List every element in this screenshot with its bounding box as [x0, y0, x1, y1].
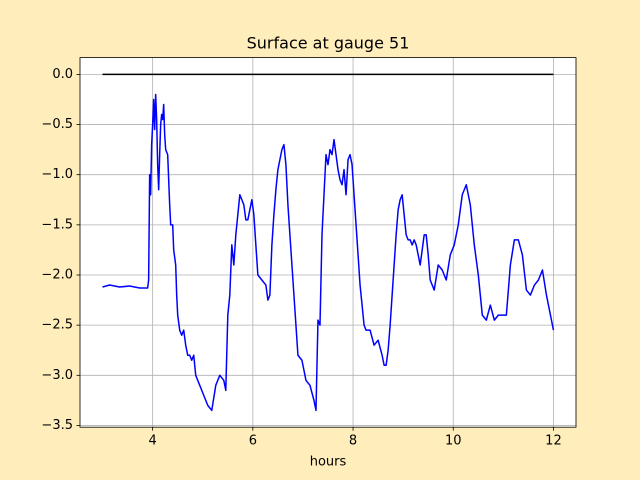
x-tick-label: 10 — [445, 434, 462, 449]
y-tick-label: 0.0 — [52, 67, 73, 82]
axes-frame — [79, 57, 577, 428]
x-tick-label: 4 — [149, 434, 157, 449]
lines — [102, 73, 555, 412]
chart-title: Surface at gauge 51 — [247, 34, 410, 53]
x-tick-label: 6 — [249, 434, 257, 449]
y-tick-label: −3.0 — [41, 368, 73, 383]
series-line — [102, 93, 555, 412]
y-tick-label: −1.0 — [41, 167, 73, 182]
x-tick-label: 12 — [545, 434, 562, 449]
y-tick-label: −2.0 — [41, 267, 73, 282]
y-tick-label: −3.5 — [41, 418, 73, 433]
x-axis-label: hours — [310, 455, 347, 470]
y-tick-label: −1.5 — [41, 217, 73, 232]
y-tick-label: −2.5 — [41, 318, 73, 333]
y-tick-label: −0.5 — [41, 117, 73, 132]
x-tick-label: 8 — [349, 434, 357, 449]
